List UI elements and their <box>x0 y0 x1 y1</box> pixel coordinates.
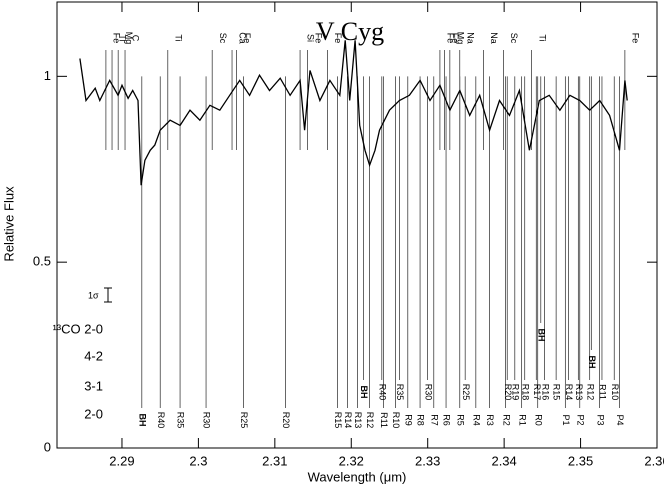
co-label: BH <box>587 356 597 369</box>
atomic-label: Si <box>306 34 316 42</box>
co-label: P1 <box>561 414 571 425</box>
atomic-label: Fe <box>631 33 641 44</box>
co-label: R9 <box>403 414 413 426</box>
atomic-label: Fe <box>242 33 252 44</box>
co-label: R12 <box>365 412 375 429</box>
atomic-label: Ti <box>118 34 128 41</box>
atomic-label: Na <box>465 32 475 44</box>
atomic-label: Ca <box>238 32 248 44</box>
co-label: R40 <box>377 384 387 401</box>
x-tick-label: 2.3 <box>189 453 207 468</box>
co-label: BH <box>359 386 369 399</box>
x-tick-label: 2.36 <box>644 453 664 468</box>
band-label: ¹³CO 2-0 <box>52 321 103 336</box>
co-label: R20 <box>281 412 291 429</box>
co-label: P2 <box>575 414 585 425</box>
x-tick-label: 2.33 <box>415 453 440 468</box>
co-label: R30 <box>202 412 212 429</box>
y-tick-label: 0.5 <box>33 254 51 269</box>
atomic-label: Fe <box>333 33 343 44</box>
atomic-label: Mg <box>124 32 134 45</box>
co-label: R18 <box>520 384 530 401</box>
co-label: R7 <box>429 414 439 426</box>
co-label: R6 <box>442 414 452 426</box>
co-label: BH <box>137 414 147 427</box>
atomic-label: Ti <box>537 34 547 41</box>
co-label: R17 <box>532 384 542 401</box>
co-label: R0 <box>533 414 543 426</box>
co-label: R14 <box>564 384 574 401</box>
atomic-label: Fe <box>313 33 323 44</box>
atomic-label: Mg <box>455 32 465 45</box>
co-label: R15 <box>333 412 343 429</box>
co-label: P4 <box>615 414 625 425</box>
x-tick-label: 2.34 <box>491 453 516 468</box>
co-label: R35 <box>176 412 186 429</box>
co-label: R15 <box>552 384 562 401</box>
y-axis-label: Relative Flux <box>1 186 16 262</box>
co-label: R2 <box>501 414 511 426</box>
band-label: 2-0 <box>84 406 103 421</box>
chart-title: V Cyg <box>316 17 384 46</box>
co-label: P3 <box>595 414 605 425</box>
co-label: R1 <box>517 414 527 426</box>
co-label: R30 <box>423 384 433 401</box>
co-label: R40 <box>156 412 166 429</box>
atomic-label: Na <box>489 32 499 44</box>
y-tick-label: 1 <box>44 68 51 83</box>
x-tick-label: 2.35 <box>568 453 593 468</box>
sigma-bar <box>104 287 112 303</box>
co-label: R12 <box>585 384 595 401</box>
atomic-label: Fe <box>112 33 122 44</box>
atomic-label: Ti <box>173 34 183 41</box>
co-label: R3 <box>485 414 495 426</box>
plot-frame <box>56 1 658 449</box>
atomic-label: Sc <box>509 33 519 44</box>
co-label: R20 <box>503 384 513 401</box>
co-label: R25 <box>239 412 249 429</box>
band-label: 4-2 <box>84 348 103 363</box>
co-label: R4 <box>471 414 481 426</box>
x-tick-label: 2.31 <box>262 453 287 468</box>
co-label: BH <box>536 329 546 342</box>
spectrum <box>79 40 628 186</box>
band-label: 3-1 <box>84 378 103 393</box>
atomic-label: C <box>131 35 141 42</box>
co-label: R25 <box>461 384 471 401</box>
co-label: R13 <box>574 384 584 401</box>
co-label: R11 <box>598 384 608 400</box>
co-label: R11 <box>379 412 389 428</box>
co-label: R19 <box>510 384 520 401</box>
co-label: R35 <box>395 384 405 401</box>
sigma-label: 1σ <box>88 290 99 300</box>
co-label: R16 <box>540 384 550 401</box>
co-label: R8 <box>416 414 426 426</box>
y-tick-label: 0 <box>44 439 51 454</box>
co-label: R10 <box>391 412 401 429</box>
x-tick-label: 2.32 <box>339 453 364 468</box>
atomic-label: Sc <box>218 33 228 44</box>
x-axis-label: Wavelength (μm) <box>308 469 407 484</box>
co-label: R10 <box>610 384 620 401</box>
co-label: R5 <box>455 414 465 426</box>
x-tick-label: 2.29 <box>109 453 134 468</box>
co-label: R13 <box>353 412 363 429</box>
atomic-label: Fe <box>450 33 460 44</box>
atomic-label: Fe <box>446 33 456 44</box>
co-label: R14 <box>343 412 353 429</box>
